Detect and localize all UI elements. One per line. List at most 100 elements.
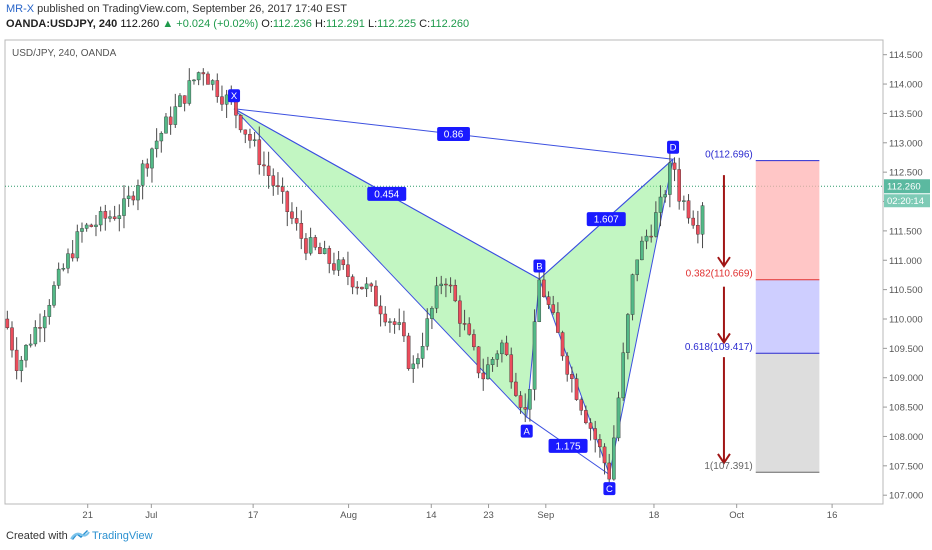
candle-body — [33, 327, 38, 345]
target-zone-2 — [755, 353, 820, 473]
price-change: ▲ +0.024 (+0.02%) — [162, 18, 259, 30]
candle-body — [98, 211, 103, 226]
axes: 107.000 107.500 108.000 108.500 109.000 109.5… — [82, 50, 930, 521]
candle-body — [663, 194, 667, 198]
candle-body — [75, 231, 80, 259]
candle-body — [612, 437, 616, 480]
xab-triangle — [233, 108, 540, 419]
candle-body — [560, 332, 565, 357]
candle-body — [472, 334, 476, 348]
candle-body — [565, 355, 570, 375]
candle-body — [602, 446, 607, 464]
candle-body — [402, 322, 406, 337]
candle-body — [61, 267, 66, 270]
candle-body — [621, 352, 626, 399]
candle-body — [346, 264, 350, 277]
candle-body — [341, 259, 346, 266]
candle-body — [28, 343, 33, 346]
candle-body — [584, 410, 588, 424]
target-arrow-head — [717, 453, 731, 465]
candle-body — [509, 354, 514, 383]
candle-body — [434, 285, 439, 309]
candle-body — [682, 200, 686, 202]
candle-body — [546, 296, 551, 305]
close-label: C: — [419, 18, 431, 30]
candle-body — [523, 407, 528, 410]
candle-body — [336, 259, 341, 271]
x-tick-label: 16 — [827, 510, 838, 521]
candle-body — [66, 253, 70, 269]
candle-body — [56, 268, 61, 286]
target-arrow-head — [717, 332, 731, 345]
close-value: 112.260 — [430, 18, 470, 30]
candle-body — [528, 389, 532, 410]
candle-body — [644, 235, 649, 242]
candle-body — [504, 342, 509, 355]
candle-body — [187, 80, 192, 104]
chart-title: USD/JPY, 240, OANDA — [12, 48, 117, 59]
fib-level-label: 0.382(110.669) — [686, 269, 753, 280]
ratio-label: 1.175 — [556, 441, 581, 452]
target-arrows — [717, 175, 731, 465]
candle-body — [598, 439, 602, 448]
candle-body — [574, 378, 579, 400]
created-with-text: Created with — [6, 530, 68, 542]
candle-body — [108, 216, 112, 219]
candle-body — [486, 364, 490, 380]
candle-body — [458, 300, 462, 324]
candle-body — [220, 96, 224, 105]
tradingview-brand[interactable]: TradingView — [92, 530, 153, 542]
author-link[interactable]: MR-X — [6, 3, 35, 15]
target-zone-1 — [755, 279, 820, 354]
candle-body — [196, 72, 201, 81]
x-tick-label: 17 — [248, 510, 259, 521]
x-tick-label: Jul — [145, 510, 157, 521]
candle-body — [234, 100, 238, 116]
candle-body — [397, 322, 402, 325]
candle-body — [640, 240, 644, 261]
price-chart[interactable]: 0(112.696) 0.382(110.669) 0.618(109.417) 1(… — [0, 0, 932, 522]
open-value: 112.236 — [272, 18, 312, 30]
x-tick-label: 14 — [426, 510, 437, 521]
candle-body — [411, 363, 416, 369]
pattern-point-badge — [603, 482, 616, 496]
candle-body — [42, 316, 47, 329]
candle-body — [453, 285, 458, 302]
candle-body — [122, 198, 126, 216]
countdown-badge — [884, 194, 930, 208]
candle-body — [150, 148, 154, 169]
candle-body — [425, 318, 430, 347]
candle-body — [276, 185, 280, 188]
candle-body — [388, 321, 392, 323]
tradingview-logo-icon[interactable] — [70, 527, 90, 543]
candle-body — [462, 323, 467, 325]
high-value: 112.291 — [325, 18, 365, 30]
candle-body — [551, 304, 556, 313]
pattern-point-badge — [520, 424, 533, 438]
candle-body — [70, 253, 75, 259]
candle-body — [136, 185, 140, 201]
y-tick-label: 111.500 — [889, 226, 922, 237]
y-tick-label: 114.000 — [889, 80, 923, 91]
y-tick-label: 107.500 — [889, 461, 923, 472]
pattern-point-label: A — [524, 427, 531, 438]
candle-body — [607, 462, 612, 480]
footer: Created with TradingView — [0, 522, 932, 550]
candle-body — [444, 283, 448, 286]
candle-body — [514, 381, 518, 396]
candle-body — [322, 248, 327, 255]
ohlc-line: OANDA:USDJPY, 240 112.260 ▲ +0.024 (+0.0… — [6, 18, 469, 30]
candle-body — [691, 217, 695, 226]
candle-body — [38, 327, 42, 329]
candle-body — [686, 200, 691, 219]
candle-body — [94, 224, 98, 227]
pattern-point-badge — [667, 140, 680, 154]
candle-body — [271, 175, 276, 186]
candle-body — [103, 211, 108, 219]
candle-body — [588, 422, 593, 429]
candle-body — [467, 323, 472, 335]
candle-body — [616, 397, 621, 439]
candle-body — [518, 395, 523, 408]
candle-body — [481, 372, 486, 380]
candle-body — [14, 349, 19, 371]
